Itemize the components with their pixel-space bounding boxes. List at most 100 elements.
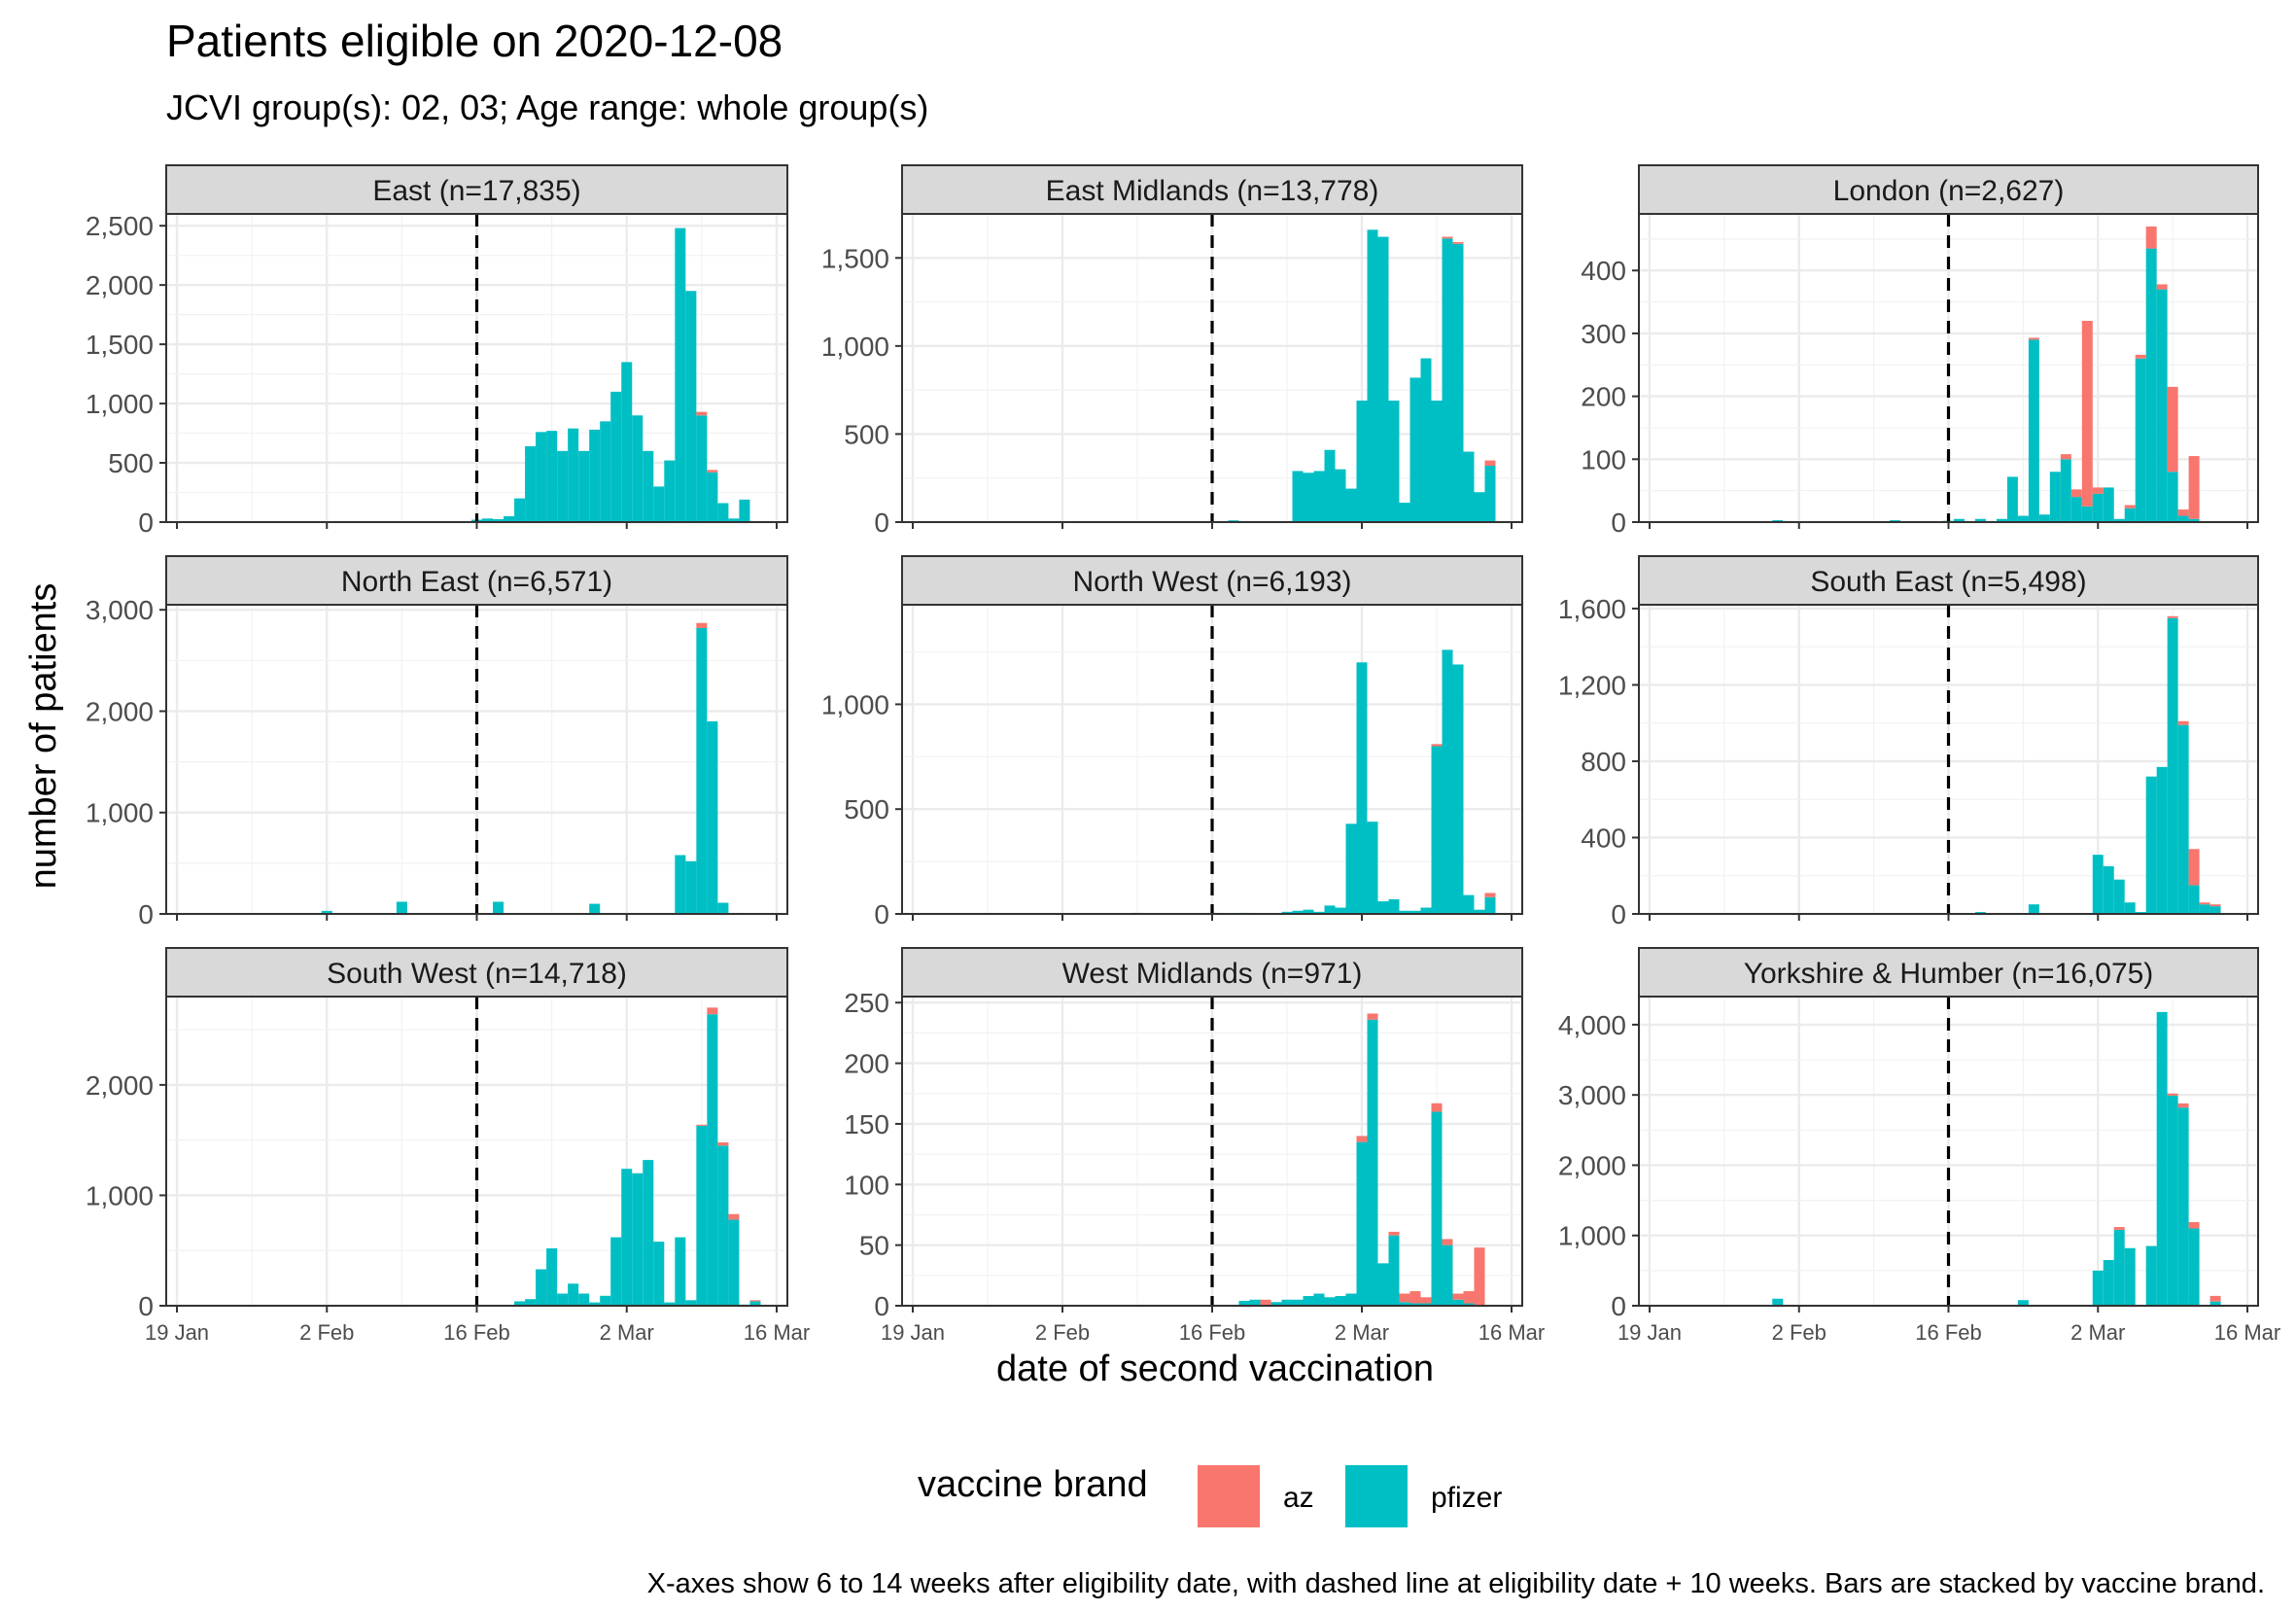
bar-pfizer: [1313, 911, 1325, 914]
bar-az: [1367, 1013, 1378, 1020]
bar-pfizer: [1474, 909, 1485, 914]
bar-az: [2188, 1221, 2200, 1229]
bar-pfizer: [589, 1302, 601, 1306]
bar-pfizer: [1409, 377, 1421, 522]
bar-pfizer: [707, 720, 718, 914]
x-tick-label: 19 Jan: [881, 1320, 945, 1345]
y-tick-label: 2,000: [1558, 1150, 1626, 1180]
bar-pfizer: [1463, 1303, 1475, 1306]
bar-pfizer: [717, 503, 729, 522]
bar-pfizer: [1303, 473, 1314, 522]
bar-pfizer: [2167, 472, 2178, 522]
bar-pfizer: [653, 1242, 665, 1306]
x-tick-label: 2 Feb: [1035, 1320, 1090, 1345]
bar-pfizer: [2113, 518, 2125, 522]
facet-strip: [901, 947, 1523, 998]
bar-pfizer: [568, 1283, 579, 1306]
y-tick-label: 500: [844, 419, 889, 449]
bar-az: [1399, 1293, 1410, 1303]
bar-pfizer: [1399, 910, 1410, 914]
bar-pfizer: [2092, 855, 2104, 914]
bar-pfizer: [1996, 518, 2007, 522]
bar-pfizer: [1356, 662, 1368, 914]
facet-strip: [901, 164, 1523, 215]
bar-pfizer: [1303, 909, 1314, 914]
bar-pfizer: [1442, 649, 1453, 914]
bar-pfizer: [1270, 1302, 1282, 1306]
bar-pfizer: [2103, 1260, 2114, 1306]
bar-pfizer: [546, 431, 558, 522]
bar-pfizer: [2177, 515, 2189, 522]
x-tick-label: 19 Jan: [145, 1320, 209, 1345]
bar-pfizer: [717, 902, 729, 914]
y-tick-label: 200: [844, 1049, 889, 1079]
bar-pfizer: [1388, 1235, 1400, 1306]
bar-pfizer: [1474, 492, 1485, 522]
bar-pfizer: [2006, 476, 2018, 522]
x-tick-label: 2 Feb: [299, 1320, 354, 1345]
bar-az: [1484, 460, 1496, 467]
bar-pfizer: [653, 486, 665, 522]
facet-label: East (n=17,835): [372, 175, 580, 207]
bar-pfizer: [632, 415, 644, 522]
y-tick-label: 0: [874, 1291, 889, 1321]
bar-az: [707, 1007, 718, 1015]
bar-pfizer: [2156, 289, 2168, 522]
bar-pfizer: [1484, 466, 1496, 522]
bar-pfizer: [1345, 824, 1357, 914]
bar-pfizer: [1388, 401, 1400, 522]
bar-pfizer: [643, 1160, 654, 1306]
y-tick-label: 1,600: [1558, 594, 1626, 624]
facet-label: North West (n=6,193): [1072, 566, 1351, 598]
bar-pfizer: [1335, 469, 1346, 522]
bar-az: [2199, 902, 2210, 905]
x-tick-label: 2 Mar: [1335, 1320, 1389, 1345]
bar-pfizer: [664, 1302, 676, 1306]
bar-pfizer: [557, 1293, 569, 1306]
bar-pfizer: [2038, 514, 2050, 522]
bar-pfizer: [589, 429, 601, 522]
bar-pfizer: [578, 1293, 590, 1306]
bar-az: [2135, 354, 2146, 359]
y-axis-title: number of patients: [23, 583, 64, 890]
y-tick-label: 400: [1581, 256, 1626, 286]
bar-pfizer: [2113, 879, 2125, 914]
bar-pfizer: [1281, 1299, 1293, 1306]
y-tick-label: 3,000: [86, 595, 154, 625]
bar-pfizer: [2124, 902, 2136, 914]
bar-az: [696, 1124, 708, 1126]
bar-pfizer: [1238, 1301, 1250, 1306]
bar-pfizer: [1463, 894, 1475, 914]
y-tick-label: 0: [874, 508, 889, 538]
bar-az: [2177, 509, 2189, 516]
bar-pfizer: [1399, 503, 1410, 522]
bar-pfizer: [2209, 1301, 2221, 1306]
facet-strip: [165, 164, 788, 215]
bar-pfizer: [2081, 506, 2093, 522]
bar-az: [1442, 236, 1453, 239]
bar-pfizer: [525, 445, 537, 522]
bar-pfizer: [1324, 1297, 1336, 1306]
bar-pfizer: [2028, 339, 2039, 522]
bar-pfizer: [2167, 617, 2178, 914]
y-tick-label: 500: [844, 794, 889, 824]
bar-pfizer: [696, 627, 708, 914]
bar-pfizer: [2103, 487, 2114, 522]
bar-pfizer: [2028, 904, 2039, 914]
bar-az: [2060, 454, 2071, 460]
bar-pfizer: [685, 860, 697, 914]
legend-key-az: [1198, 1465, 1260, 1527]
bar-az: [1452, 1293, 1464, 1300]
bar-pfizer: [1463, 451, 1475, 522]
bar-pfizer: [1345, 488, 1357, 522]
bar-pfizer: [749, 1301, 761, 1306]
facet-label: North East (n=6,571): [341, 566, 612, 598]
bar-pfizer: [1452, 1299, 1464, 1306]
bar-az: [1474, 1247, 1485, 1306]
bar-az: [2081, 320, 2093, 507]
y-tick-label: 2,500: [86, 211, 154, 241]
y-tick-label: 1,000: [1558, 1221, 1626, 1251]
bar-pfizer: [675, 855, 686, 914]
facet-strip: [1638, 555, 2259, 606]
bar-pfizer: [1367, 229, 1378, 522]
